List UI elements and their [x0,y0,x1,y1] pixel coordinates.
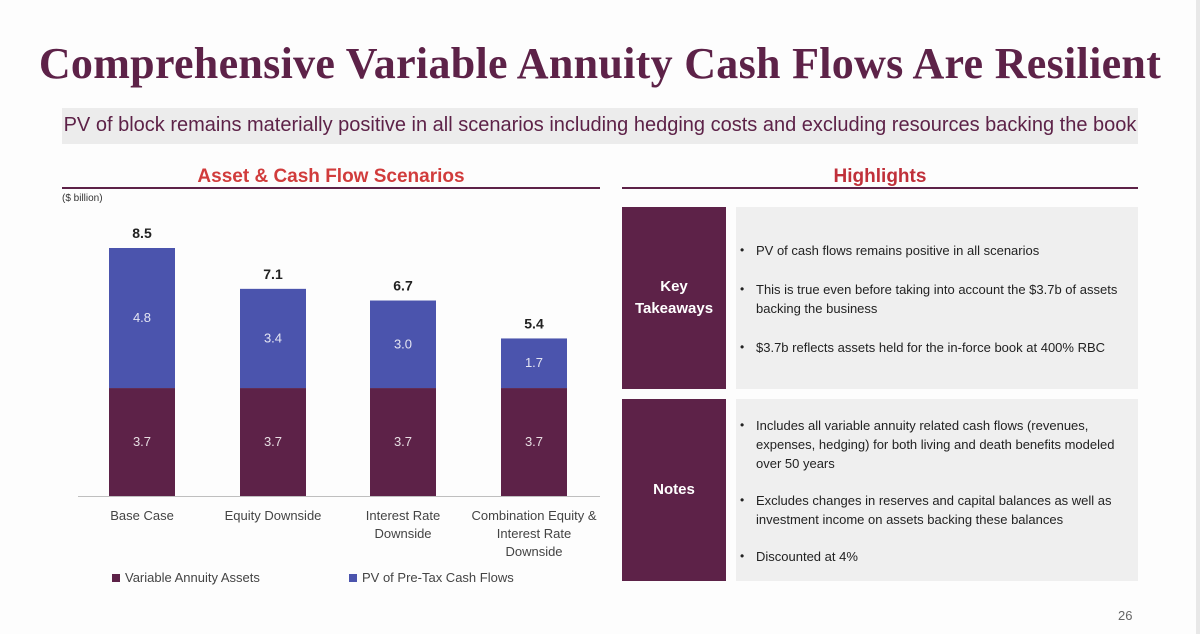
total-label: 8.5 [132,225,152,241]
total-label: 7.1 [263,266,283,282]
x-tick-label: Interest Rate [497,526,571,541]
chart-panel-title: Asset & Cash Flow Scenarios [197,166,465,187]
legend-item-pv-cash-flows: PV of Pre-Tax Cash Flows [349,570,514,585]
segment-label: 3.7 [133,434,151,449]
segment-label: 3.7 [525,434,543,449]
bar-va-assets [370,388,436,496]
segment-label: 4.8 [133,310,151,325]
bar-pv-cash-flows [370,300,436,389]
segment-label: 1.7 [525,355,543,370]
x-tick-label: Interest Rate [366,508,440,523]
bar-va-assets [501,388,567,496]
x-tick-label: Downside [374,526,431,541]
key-takeaways-box: PV of cash flows remains positive in all… [736,207,1138,389]
page-title: Comprehensive Variable Annuity Cash Flow… [38,39,1162,88]
total-label: 5.4 [524,315,544,331]
notes-box: Includes all variable annuity related ca… [736,399,1138,581]
x-tick-label: Combination Equity & [471,508,596,523]
note-item: Includes all variable annuity related ca… [740,416,1126,473]
subtitle-bar [62,108,1138,144]
bar-pv-cash-flows [109,248,175,389]
notes-label: Notes [622,399,726,581]
key-takeaway-item: This is true even before taking into acc… [740,280,1126,318]
legend-item-va-assets: Variable Annuity Assets [112,570,260,585]
highlights-rule [622,187,1138,189]
chart-panel-rule [62,187,600,189]
x-tick-label: Equity Downside [225,508,322,523]
note-item: Excludes changes in reserves and capital… [740,491,1126,529]
unit-label: ($ billion) [62,193,103,204]
bar-va-assets [109,388,175,496]
segment-label: 3.0 [394,336,412,351]
key-takeaways-label-line1: Key [660,278,688,295]
segment-label: 3.7 [264,434,282,449]
segment-label: 3.4 [264,330,282,345]
stacked-bar-chart: 3.7 4.8 8.5 Base Case 3.7 3.4 7.1 Equity Downsi… [78,225,600,559]
legend-label-pv-cash-flows: PV of Pre-Tax Cash Flows [362,570,514,585]
legend-label-va-assets: Variable Annuity Assets [125,570,260,585]
key-takeaway-item: PV of cash flows remains positive in all… [740,241,1126,260]
page-number: 26 [1118,608,1133,623]
legend-swatch-pv-cash-flows [349,573,357,582]
highlights-title: Highlights [833,166,927,187]
note-item: Discounted at 4% [740,547,1126,566]
key-takeaways-label: Key Takeaways [622,207,726,389]
x-tick-label: Downside [505,544,562,559]
page-subtitle: PV of block remains materially positive … [63,114,1137,136]
bar-va-assets [240,388,306,496]
x-tick-label: Base Case [110,508,174,523]
bar-pv-cash-flows [501,338,567,389]
key-takeaways-label-line2: Takeaways [634,300,714,317]
key-takeaway-item: $3.7b reflects assets held for the in-fo… [740,338,1126,357]
bar-pv-cash-flows [240,288,306,389]
legend-swatch-va-assets [112,573,120,582]
total-label: 6.7 [393,278,413,294]
notes-label-text: Notes [653,481,695,498]
segment-label: 3.7 [394,434,412,449]
